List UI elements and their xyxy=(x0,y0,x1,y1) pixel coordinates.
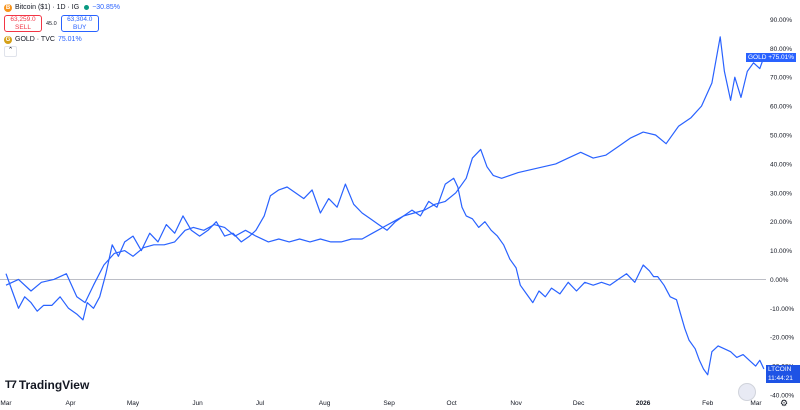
x-tick-label: Jul xyxy=(256,400,265,407)
sell-label: SELL xyxy=(15,24,31,31)
quote-panel: 63,259.0 SELL 45.0 63,304.0 BUY xyxy=(4,15,120,32)
gold-price-badge: GOLD +75.01% xyxy=(746,52,797,62)
market-open-icon xyxy=(84,5,90,10)
legend-row-gold[interactable]: G GOLD · TVC 75.01% xyxy=(4,34,120,45)
series-line-gold[interactable] xyxy=(5,36,765,304)
gold-icon: G xyxy=(4,35,12,44)
legend-bitcoin-title[interactable]: Bitcoin ($1) · 1D · IG xyxy=(15,4,80,11)
legend-bitcoin-change: −30.85% xyxy=(92,4,121,11)
y-tick-label: 40.00% xyxy=(770,161,792,168)
y-tick-label: 90.00% xyxy=(770,17,792,24)
sell-price: 63,259.0 xyxy=(10,16,36,23)
x-tick-label: May xyxy=(127,400,140,407)
x-tick-label: 2026 xyxy=(636,400,651,407)
series-line-bitcoin[interactable] xyxy=(5,177,765,376)
tradingview-logo-icon: T7 xyxy=(5,379,17,391)
y-tick-label: 20.00% xyxy=(770,219,792,226)
spread-value: 45.0 xyxy=(46,20,57,27)
y-tick-label: 50.00% xyxy=(770,133,792,140)
legend-gold-title[interactable]: GOLD · TVC xyxy=(15,36,55,43)
x-tick-label: Sep xyxy=(383,400,395,407)
region-flag-icon[interactable] xyxy=(738,383,756,401)
x-tick-label: Mar xyxy=(0,400,12,407)
y-tick-label: 70.00% xyxy=(770,75,792,82)
legend-gold-change: 75.01% xyxy=(57,36,82,43)
tradingview-logo[interactable]: T7 TradingView xyxy=(5,378,89,392)
x-tick-label: Apr xyxy=(65,400,76,407)
y-tick-label: 10.00% xyxy=(770,248,792,255)
x-axis[interactable]: Mar Apr May Jun Jul Aug Sep Oct Nov Dec 2026 Feb Mar xyxy=(0,400,762,407)
brand-name: TradingView xyxy=(18,378,90,392)
y-tick-label: 30.00% xyxy=(770,190,792,197)
series-layer xyxy=(5,36,765,376)
gear-icon[interactable]: ⚙ xyxy=(780,398,789,408)
x-tick-label: Oct xyxy=(447,400,457,407)
x-tick-label: Jun xyxy=(192,400,203,407)
y-tick-label: 0.00% xyxy=(770,277,789,284)
y-tick-label: 60.00% xyxy=(770,104,792,111)
y-axis[interactable]: 90.00% 80.00% 70.00% 60.00% 50.00% 40.00% 30.0… xyxy=(770,17,794,400)
x-tick-label: Mar xyxy=(750,400,762,407)
x-tick-label: Nov xyxy=(510,400,522,407)
x-tick-label: Dec xyxy=(573,400,585,407)
chart-legend: B Bitcoin ($1) · 1D · IG −30.85% 63,259.… xyxy=(4,2,120,57)
buy-price: 63,304.0 xyxy=(67,16,93,23)
bitcoin-icon: B xyxy=(4,3,12,12)
x-tick-label: Feb xyxy=(702,400,714,407)
y-tick-label: -40.00% xyxy=(770,393,794,400)
bar-countdown-badge: 11:44:21 xyxy=(766,373,795,383)
legend-row-bitcoin[interactable]: B Bitcoin ($1) · 1D · IG −30.85% xyxy=(4,2,120,13)
y-tick-label: -20.00% xyxy=(770,335,794,342)
y-tick-label: 80.00% xyxy=(770,46,792,53)
buy-label: BUY xyxy=(73,24,87,31)
x-tick-label: Aug xyxy=(319,400,331,407)
y-tick-label: -10.00% xyxy=(770,306,794,313)
collapse-legend-button[interactable]: ⌃ xyxy=(4,46,17,57)
buy-button[interactable]: 63,304.0 BUY xyxy=(60,15,99,32)
sell-button[interactable]: 63,259.0 SELL xyxy=(4,15,42,32)
